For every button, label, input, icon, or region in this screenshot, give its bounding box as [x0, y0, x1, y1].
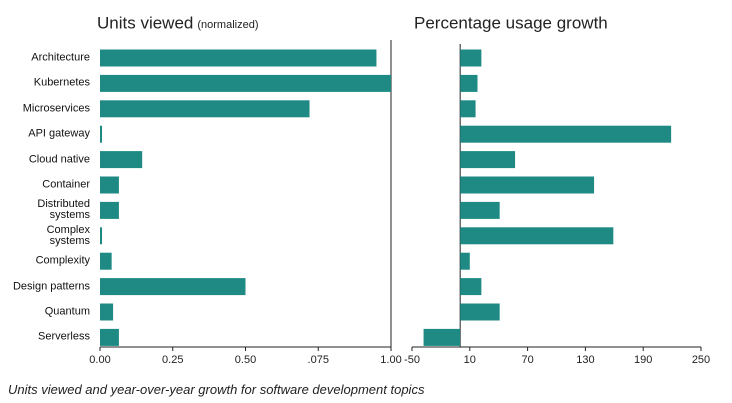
x-tick-label: -50: [404, 354, 420, 366]
bar: [460, 49, 482, 67]
bar: [100, 227, 103, 245]
bar: [100, 176, 119, 194]
x-tick-label: 70: [521, 354, 533, 366]
bar: [100, 252, 112, 270]
chart-title: Units viewed: [97, 13, 193, 32]
x-tick-label: 0.25: [162, 354, 183, 366]
x-tick-label: 0.00: [89, 354, 110, 366]
caption: Units viewed and year-over-year growth f…: [8, 382, 425, 397]
category-label: Architecture: [31, 51, 90, 64]
bar: [460, 125, 672, 143]
bar: [100, 303, 114, 321]
category-label: Distributed systems: [37, 198, 90, 222]
x-tick-label: 10: [464, 354, 476, 366]
category-label: Quantum: [44, 305, 90, 318]
category-label: Serverless: [38, 330, 90, 343]
bar: [460, 176, 595, 194]
x-tick-label: 0.50: [235, 354, 256, 366]
bar: [100, 125, 103, 143]
x-tick-label: 130: [576, 354, 594, 366]
category-label: Container: [42, 178, 90, 191]
category-label: Design patterns: [12, 280, 90, 293]
category-label: Microservices: [22, 102, 90, 115]
bar: [100, 100, 310, 118]
chart-subtitle: (normalized): [197, 19, 258, 31]
bar: [100, 151, 143, 169]
bar: [460, 74, 478, 92]
x-tick-label: 190: [634, 354, 652, 366]
bar: [100, 201, 119, 219]
bar: [100, 328, 119, 346]
category-label: Complexity: [35, 254, 90, 267]
bar: [460, 201, 500, 219]
x-tick-label: .075: [308, 354, 329, 366]
bar: [460, 100, 476, 118]
bar: [460, 151, 516, 169]
bar: [460, 227, 614, 245]
chart-title: Percentage usage growth: [414, 13, 608, 32]
category-label: Cloud native: [28, 153, 90, 166]
bar: [100, 278, 246, 296]
x-tick-label: 1.00: [380, 354, 401, 366]
bar: [100, 74, 391, 92]
category-label: Kubernetes: [33, 76, 90, 89]
bar: [460, 303, 500, 321]
bar: [460, 252, 470, 270]
bar: [100, 49, 377, 67]
category-label: API gateway: [28, 127, 90, 140]
bar: [423, 328, 461, 346]
category-label: Complex systems: [46, 223, 90, 247]
x-tick-label: 250: [692, 354, 710, 366]
bar: [460, 278, 482, 296]
